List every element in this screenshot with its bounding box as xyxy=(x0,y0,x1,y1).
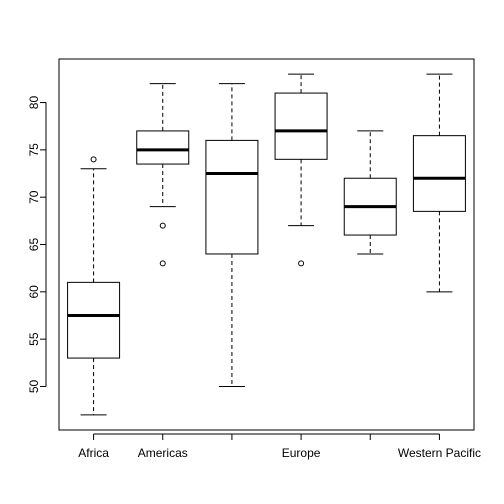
box-group-2 xyxy=(205,83,259,387)
y-axis: 50 55 60 65 70 75 80 xyxy=(27,96,47,393)
box-0-outlier-0 xyxy=(90,156,97,163)
box-group-4 xyxy=(343,130,397,255)
y-tick-label-0: 50 xyxy=(27,379,41,393)
y-tick-label-6: 80 xyxy=(27,96,41,110)
x-tick-label-0: Africa xyxy=(78,446,109,460)
boxes-layer xyxy=(67,73,466,416)
y-tick-label-1: 55 xyxy=(27,332,41,346)
x-tick-label-5: Western Pacific xyxy=(398,446,481,460)
y-tick-label-5: 75 xyxy=(27,143,41,157)
x-axis: Africa Americas Europe Western Pacific xyxy=(78,433,481,460)
box-1-outlier-0 xyxy=(159,222,166,229)
box-group-5 xyxy=(412,73,466,293)
box-1-outlier-1 xyxy=(159,260,166,267)
x-tick-label-1: Americas xyxy=(138,446,188,460)
box-group-0 xyxy=(67,156,121,416)
box-1-iqr xyxy=(136,130,190,165)
y-tick-label-3: 65 xyxy=(27,238,41,252)
x-tick-label-3: Europe xyxy=(282,446,321,460)
plot-frame xyxy=(58,58,475,431)
y-tick-label-4: 70 xyxy=(27,190,41,204)
box-group-1 xyxy=(136,83,190,267)
box-5-iqr xyxy=(412,135,466,212)
y-tick-label-2: 60 xyxy=(27,285,41,299)
box-3-iqr xyxy=(274,92,328,160)
box-0-iqr xyxy=(67,281,121,359)
box-group-3 xyxy=(274,73,328,267)
box-2-iqr xyxy=(205,139,259,255)
box-3-outlier-0 xyxy=(298,260,305,267)
